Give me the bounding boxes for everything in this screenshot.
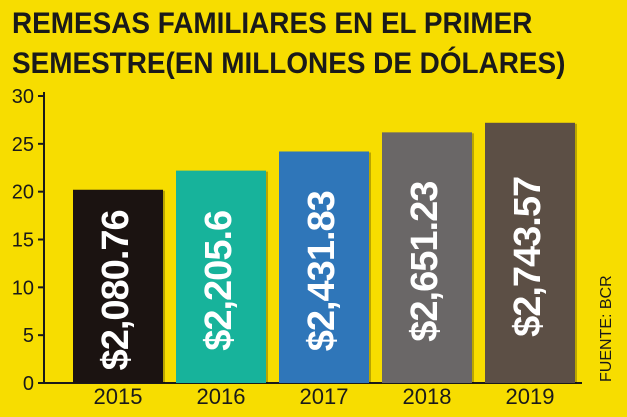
y-tick-label: 20 bbox=[12, 182, 34, 204]
bar bbox=[382, 132, 472, 383]
bar bbox=[279, 151, 369, 383]
y-tick-label: 30 bbox=[12, 86, 34, 108]
x-tick-label: 2019 bbox=[506, 384, 555, 409]
chart-title: REMESAS FAMILIARES EN EL PRIMER SEMESTRE… bbox=[12, 4, 579, 84]
bar-data-label: $2,205.6 bbox=[198, 211, 240, 351]
source-note: FUENTE: BCR bbox=[598, 275, 615, 382]
chart-title-line-1: REMESAS FAMILIARES EN EL PRIMER bbox=[12, 7, 533, 40]
x-tick-label: 2016 bbox=[197, 384, 246, 409]
y-tick-label: 15 bbox=[12, 230, 34, 252]
x-tick-label: 2015 bbox=[94, 384, 143, 409]
bar bbox=[73, 189, 163, 383]
bar bbox=[176, 170, 266, 383]
x-tick-label: 2018 bbox=[403, 384, 452, 409]
y-tick-label: 25 bbox=[12, 134, 34, 156]
y-tick-label: 10 bbox=[12, 277, 34, 299]
bar-data-label: $2,431.83 bbox=[301, 191, 343, 351]
chart-title-line-2: SEMESTRE(EN MILLONES DE DÓLARES) bbox=[12, 47, 566, 80]
y-tick-label: 0 bbox=[23, 373, 34, 395]
bar-data-label: $2,080.76 bbox=[95, 210, 137, 370]
x-tick-label: 2017 bbox=[300, 384, 349, 409]
bar-data-label: $2,651.23 bbox=[404, 182, 446, 342]
bar-data-label: $2,743.57 bbox=[507, 177, 549, 337]
bar bbox=[485, 122, 575, 383]
y-tick-label: 5 bbox=[23, 325, 34, 347]
